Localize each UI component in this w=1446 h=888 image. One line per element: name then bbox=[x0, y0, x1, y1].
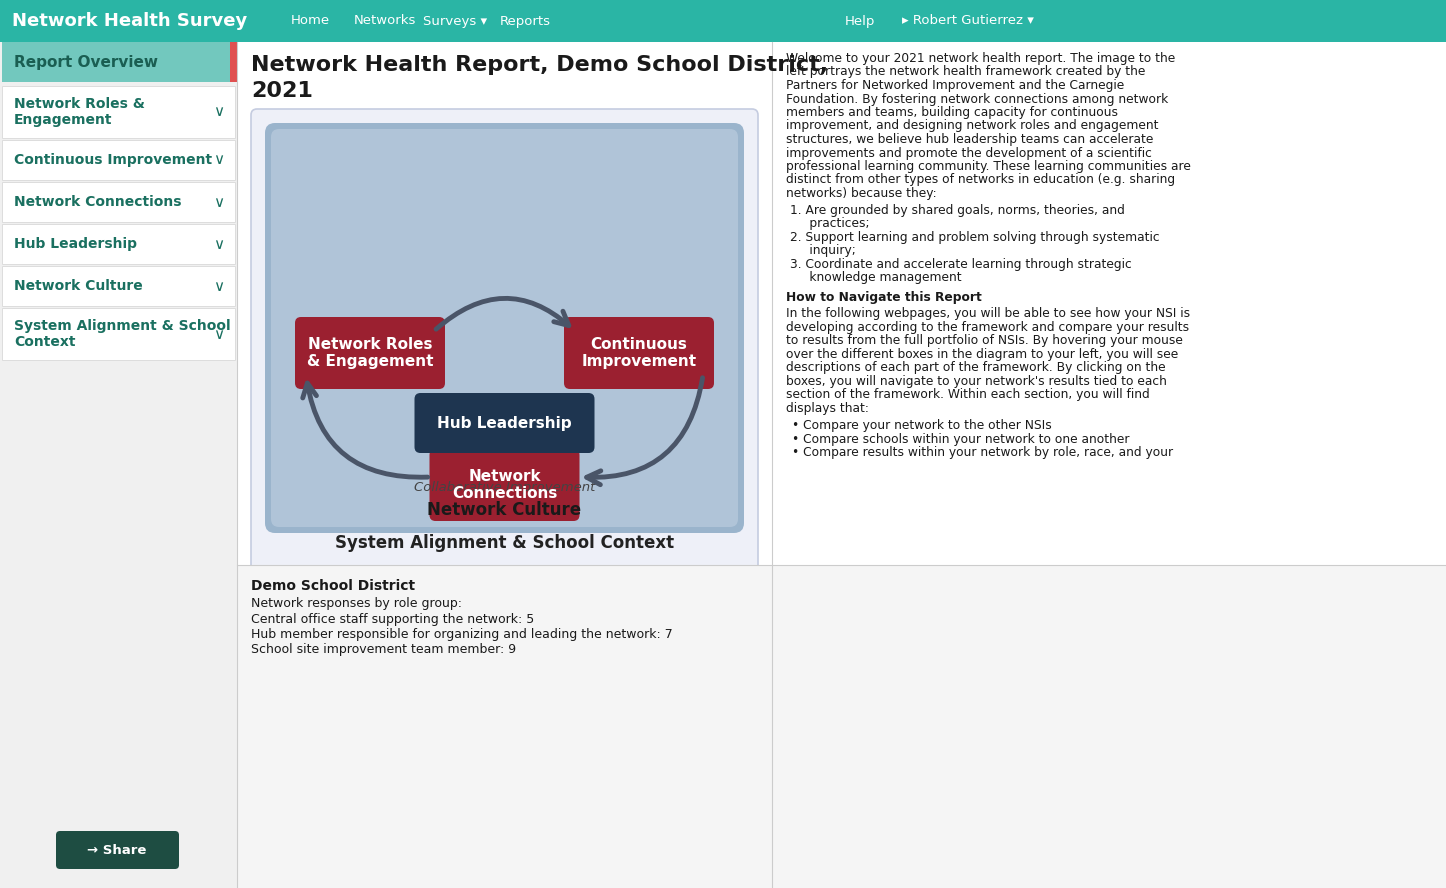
Text: knowledge management: knowledge management bbox=[790, 271, 962, 284]
Text: Home: Home bbox=[291, 14, 330, 28]
Text: Demo School District: Demo School District bbox=[252, 579, 415, 593]
Text: descriptions of each part of the framework. By clicking on the: descriptions of each part of the framewo… bbox=[787, 361, 1165, 374]
FancyBboxPatch shape bbox=[270, 129, 737, 527]
Text: to results from the full portfolio of NSIs. By hovering your mouse: to results from the full portfolio of NS… bbox=[787, 334, 1183, 347]
Text: 1. Are grounded by shared goals, norms, theories, and: 1. Are grounded by shared goals, norms, … bbox=[790, 203, 1125, 217]
Text: Network Health Survey: Network Health Survey bbox=[12, 12, 247, 30]
Bar bbox=[772, 42, 1446, 888]
Text: Network Roles &
Engagement: Network Roles & Engagement bbox=[14, 97, 145, 127]
Text: • Compare your network to the other NSIs: • Compare your network to the other NSIs bbox=[792, 419, 1051, 432]
Text: left portrays the network health framework created by the: left portrays the network health framewo… bbox=[787, 66, 1145, 78]
Text: 2. Support learning and problem solving through systematic: 2. Support learning and problem solving … bbox=[790, 231, 1160, 243]
Bar bbox=[1, 140, 236, 180]
Text: Hub Leadership: Hub Leadership bbox=[437, 416, 571, 431]
Text: ∨: ∨ bbox=[214, 236, 224, 251]
Bar bbox=[1, 308, 236, 360]
Text: practices;: practices; bbox=[790, 217, 869, 230]
Bar bbox=[0, 42, 237, 888]
Bar bbox=[1, 224, 236, 264]
Text: Network
Connections: Network Connections bbox=[451, 469, 557, 501]
Text: Collaborative Improvement: Collaborative Improvement bbox=[414, 480, 596, 494]
Text: School site improvement team member: 9: School site improvement team member: 9 bbox=[252, 643, 516, 656]
Text: developing according to the framework and compare your results: developing according to the framework an… bbox=[787, 321, 1189, 334]
Text: ▸ Robert Gutierrez ▾: ▸ Robert Gutierrez ▾ bbox=[902, 14, 1034, 28]
Text: boxes, you will navigate to your network's results tied to each: boxes, you will navigate to your network… bbox=[787, 375, 1167, 387]
Bar bbox=[1, 42, 236, 82]
Bar bbox=[1, 86, 236, 138]
Text: In the following webpages, you will be able to see how your NSI is: In the following webpages, you will be a… bbox=[787, 307, 1190, 320]
Bar bbox=[237, 565, 1446, 888]
Text: Central office staff supporting the network: 5: Central office staff supporting the netw… bbox=[252, 613, 534, 626]
Text: improvement, and designing network roles and engagement: improvement, and designing network roles… bbox=[787, 120, 1158, 132]
Text: members and teams, building capacity for continuous: members and teams, building capacity for… bbox=[787, 106, 1118, 119]
Text: → Share: → Share bbox=[87, 844, 146, 857]
Text: networks) because they:: networks) because they: bbox=[787, 187, 937, 200]
Text: ∨: ∨ bbox=[214, 279, 224, 294]
Text: section of the framework. Within each section, you will find: section of the framework. Within each se… bbox=[787, 388, 1150, 401]
Text: • Compare schools within your network to one another: • Compare schools within your network to… bbox=[792, 432, 1129, 446]
Text: Foundation. By fostering network connections among network: Foundation. By fostering network connect… bbox=[787, 92, 1168, 106]
Text: System Alignment & School
Context: System Alignment & School Context bbox=[14, 319, 230, 349]
FancyBboxPatch shape bbox=[429, 449, 580, 521]
FancyBboxPatch shape bbox=[415, 393, 594, 453]
Text: improvements and promote the development of a scientific: improvements and promote the development… bbox=[787, 147, 1152, 160]
Text: 3. Coordinate and accelerate learning through strategic: 3. Coordinate and accelerate learning th… bbox=[790, 258, 1132, 271]
FancyBboxPatch shape bbox=[265, 123, 745, 533]
Text: Continuous
Improvement: Continuous Improvement bbox=[581, 337, 697, 369]
Text: structures, we believe hub leadership teams can accelerate: structures, we believe hub leadership te… bbox=[787, 133, 1154, 146]
Text: Help: Help bbox=[844, 14, 875, 28]
Text: professional learning community. These learning communities are: professional learning community. These l… bbox=[787, 160, 1192, 173]
Text: Network Culture: Network Culture bbox=[428, 501, 581, 519]
Text: Network Culture: Network Culture bbox=[14, 279, 143, 293]
Text: ∨: ∨ bbox=[214, 153, 224, 168]
Text: How to Navigate this Report: How to Navigate this Report bbox=[787, 290, 982, 304]
FancyBboxPatch shape bbox=[56, 831, 179, 869]
Bar bbox=[237, 42, 772, 888]
Bar bbox=[1, 182, 236, 222]
Text: over the different boxes in the diagram to your left, you will see: over the different boxes in the diagram … bbox=[787, 347, 1178, 361]
Text: Networks: Networks bbox=[354, 14, 416, 28]
Text: distinct from other types of networks in education (e.g. sharing: distinct from other types of networks in… bbox=[787, 173, 1176, 186]
Text: Network Connections: Network Connections bbox=[14, 195, 182, 209]
Text: Surveys ▾: Surveys ▾ bbox=[422, 14, 487, 28]
Text: Welcome to your 2021 network health report. The image to the: Welcome to your 2021 network health repo… bbox=[787, 52, 1176, 65]
Text: Network Health Report, Demo School District,: Network Health Report, Demo School Distr… bbox=[252, 55, 829, 75]
Text: ∨: ∨ bbox=[214, 194, 224, 210]
Bar bbox=[1, 266, 236, 306]
Text: Hub member responsible for organizing and leading the network: 7: Hub member responsible for organizing an… bbox=[252, 628, 672, 641]
FancyBboxPatch shape bbox=[252, 109, 758, 571]
Text: Network Roles
& Engagement: Network Roles & Engagement bbox=[307, 337, 434, 369]
Text: ∨: ∨ bbox=[214, 105, 224, 120]
Text: ∨: ∨ bbox=[214, 327, 224, 342]
Bar bbox=[0, 0, 1446, 42]
Text: Partners for Networked Improvement and the Carnegie: Partners for Networked Improvement and t… bbox=[787, 79, 1124, 92]
FancyBboxPatch shape bbox=[564, 317, 714, 389]
Text: Continuous Improvement: Continuous Improvement bbox=[14, 153, 213, 167]
Text: • Compare results within your network by role, race, and your: • Compare results within your network by… bbox=[792, 446, 1173, 459]
Bar bbox=[230, 42, 237, 82]
Text: inquiry;: inquiry; bbox=[790, 244, 856, 257]
Text: System Alignment & School Context: System Alignment & School Context bbox=[335, 534, 674, 552]
Text: 2021: 2021 bbox=[252, 81, 312, 101]
Text: Report Overview: Report Overview bbox=[14, 54, 158, 69]
Text: Hub Leadership: Hub Leadership bbox=[14, 237, 137, 251]
Text: Reports: Reports bbox=[499, 14, 551, 28]
FancyBboxPatch shape bbox=[295, 317, 445, 389]
Text: displays that:: displays that: bbox=[787, 401, 869, 415]
Text: Network responses by role group:: Network responses by role group: bbox=[252, 597, 463, 610]
